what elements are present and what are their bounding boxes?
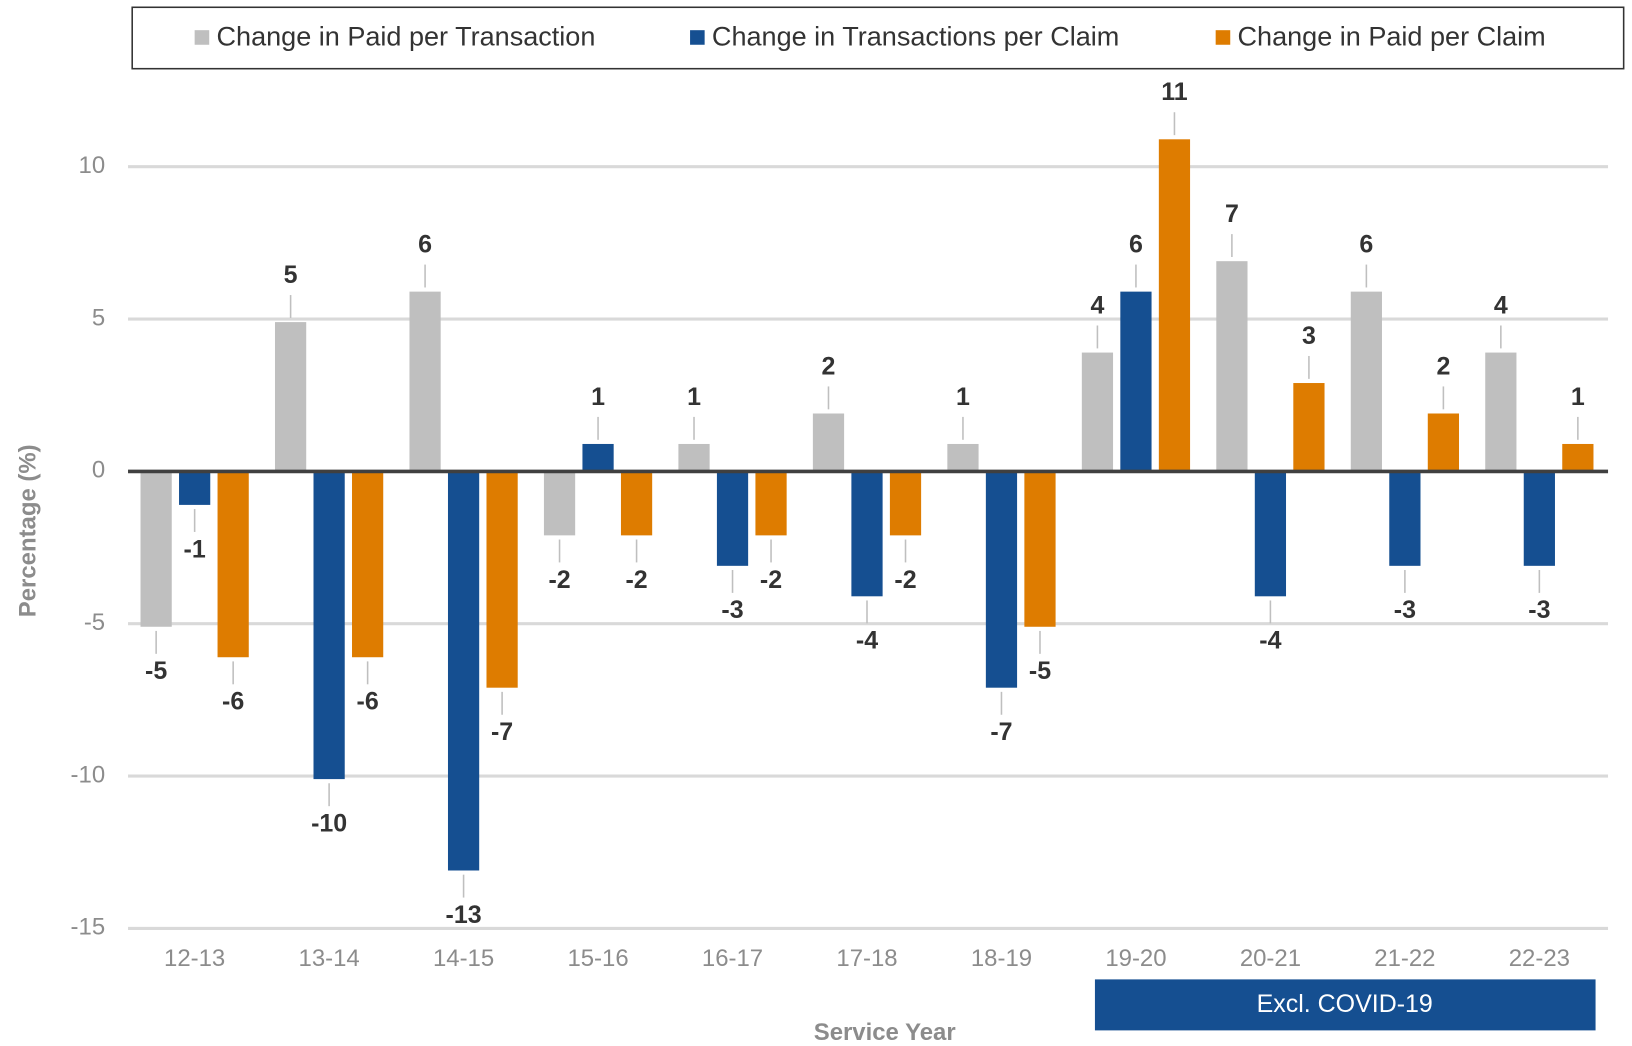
y-tick-label: 0 (92, 457, 105, 484)
value-label: 6 (1129, 230, 1143, 258)
y-tick-label: 10 (79, 152, 106, 179)
value-label: 1 (1571, 383, 1585, 411)
bar (1485, 352, 1517, 472)
value-label: -7 (491, 718, 513, 746)
x-tick-label: 21-22 (1374, 945, 1435, 972)
value-label: 6 (1359, 230, 1373, 258)
annotation-box (1094, 979, 1596, 1031)
bar (447, 471, 480, 871)
value-label: 6 (418, 230, 432, 258)
x-tick-label: 13-14 (299, 945, 360, 972)
bar (1254, 471, 1287, 597)
bar (274, 322, 307, 472)
value-label: 2 (1436, 352, 1450, 380)
value-label: -2 (894, 566, 916, 594)
annotation: Excl. COVID-19 (1257, 990, 1433, 1018)
value-label: -2 (548, 566, 570, 594)
bar (1024, 471, 1056, 627)
value-label: 1 (591, 383, 605, 411)
bar (620, 471, 653, 536)
bar (1158, 139, 1191, 472)
bar (1389, 471, 1421, 566)
bar (179, 471, 211, 505)
x-tick-label: 15-16 (567, 945, 628, 972)
bar (1081, 352, 1114, 472)
value-label: -4 (856, 627, 878, 655)
bar (1216, 261, 1248, 472)
bar (582, 443, 614, 472)
x-tick-label: 18-19 (971, 945, 1032, 972)
value-label: -13 (446, 901, 482, 929)
legend-label: Change in Transactions per Claim (712, 22, 1119, 52)
value-label: 4 (1090, 291, 1104, 319)
bar (812, 413, 845, 472)
value-label: 4 (1494, 291, 1508, 319)
bar (947, 443, 979, 472)
bar (1562, 443, 1594, 472)
x-tick-label: 17-18 (836, 945, 897, 972)
y-tick-label: -5 (84, 609, 105, 636)
value-label: -5 (145, 657, 167, 685)
legend-label: Change in Paid per Transaction (217, 22, 596, 52)
y-tick-label: 5 (92, 304, 105, 331)
value-label: -5 (1029, 657, 1051, 685)
value-label: 3 (1302, 322, 1316, 350)
bar (1427, 413, 1460, 472)
value-label: 1 (956, 383, 970, 411)
bar (1523, 471, 1555, 566)
bar (716, 471, 749, 566)
value-label: -6 (357, 688, 379, 716)
bar (543, 471, 576, 536)
value-label: 5 (284, 261, 298, 289)
legend-swatch (194, 30, 210, 45)
x-tick-label: 22-23 (1509, 945, 1570, 972)
value-label: -2 (760, 566, 782, 594)
legend-swatch (690, 30, 705, 45)
bar (486, 471, 518, 688)
bar (1350, 291, 1382, 472)
bar (851, 471, 883, 597)
value-label: -7 (990, 718, 1012, 746)
bar (313, 471, 345, 780)
bar (985, 471, 1018, 688)
value-label: -10 (311, 809, 347, 837)
value-label: -3 (721, 596, 743, 624)
bar (140, 471, 172, 627)
y-tick-label: -10 (71, 761, 106, 788)
bar (1293, 383, 1325, 472)
x-tick-label: 19-20 (1105, 945, 1166, 972)
y-axis-label: Percentage (%) (14, 444, 41, 617)
bar (1120, 291, 1152, 472)
legend-swatch (1215, 30, 1231, 45)
value-label: 7 (1225, 200, 1239, 228)
x-tick-label: 14-15 (433, 945, 494, 972)
legend-box (131, 6, 1625, 70)
x-axis-label: Service Year (814, 1019, 956, 1046)
bar (352, 471, 384, 658)
legend-label: Change in Paid per Claim (1238, 22, 1546, 52)
bar (409, 291, 441, 472)
x-tick-label: 20-21 (1240, 945, 1301, 972)
value-label: 1 (687, 383, 701, 411)
x-tick-label: 16-17 (702, 945, 763, 972)
value-label: -2 (625, 566, 647, 594)
value-label: -1 (184, 535, 206, 563)
value-label: -4 (1259, 627, 1281, 655)
value-label: -3 (1394, 596, 1416, 624)
bar (889, 471, 922, 536)
y-tick-label: -15 (71, 914, 106, 941)
value-label: 11 (1161, 78, 1188, 106)
bar (217, 471, 249, 658)
value-label: 2 (822, 352, 836, 380)
x-tick-label: 12-13 (164, 945, 225, 972)
bar (678, 443, 710, 472)
value-label: -3 (1528, 596, 1550, 624)
value-label: -6 (222, 688, 244, 716)
bar (755, 471, 787, 536)
